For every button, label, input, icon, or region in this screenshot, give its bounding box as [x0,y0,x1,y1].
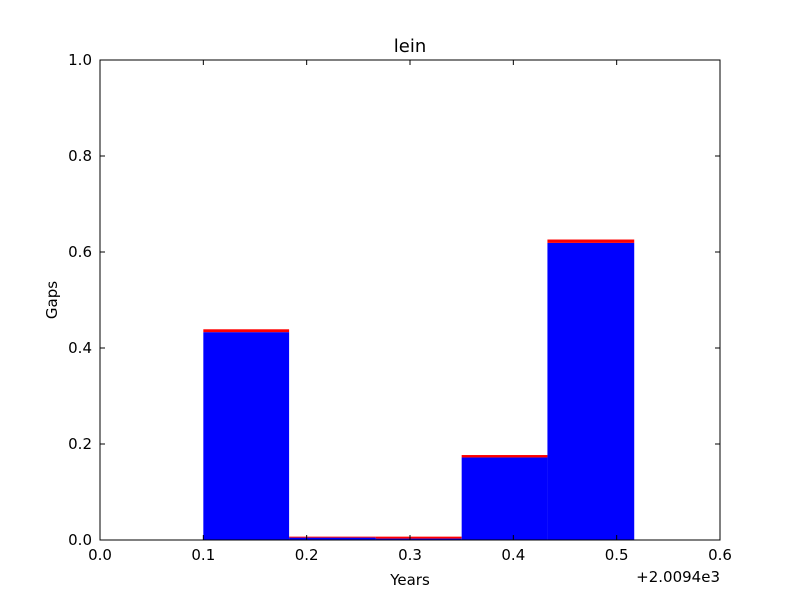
bar-bin-2-segment-0 [375,538,462,540]
y-axis-label: Gaps [43,281,61,319]
bar-bin-4-segment-1 [547,239,635,243]
chart-title: lein [394,36,426,57]
bar-bin-3-segment-0 [461,457,548,540]
x-tick-label: 0.4 [501,546,525,564]
x-tick-label: 0.1 [191,546,215,564]
x-tick-label: 0.0 [88,546,112,564]
bar-bin-0-segment-1 [203,329,290,333]
x-axis-offset-label: +2.0094e3 [636,568,720,586]
y-tick-label: 0.4 [68,339,92,357]
x-tick-label: 0.3 [398,546,422,564]
y-tick-label: 0.0 [68,531,92,549]
x-tick-label: 0.2 [295,546,319,564]
y-tick-label: 0.2 [68,435,92,453]
x-tick-label: 0.6 [708,546,732,564]
ticks-group: 0.0 0.1 0.2 0.3 0.4 0.5 0.6 0.0 0.2 0.4 0.6 0.8 1.0 [68,51,732,564]
x-tick-label: 0.5 [605,546,629,564]
bar-bin-4-segment-0 [547,242,635,540]
bar-bin-1-segment-1 [289,536,376,538]
x-axis-label: Years [389,571,430,589]
y-tick-label: 0.6 [68,243,92,261]
bar-bin-1-segment-0 [289,537,376,540]
y-tick-label: 1.0 [68,51,92,69]
bar-bin-2-segment-1 [375,536,462,539]
bar-bin-0-segment-0 [203,332,290,540]
y-tick-label: 0.8 [68,147,92,165]
bars-group [203,239,635,540]
bar-bin-3-segment-1 [461,455,548,458]
